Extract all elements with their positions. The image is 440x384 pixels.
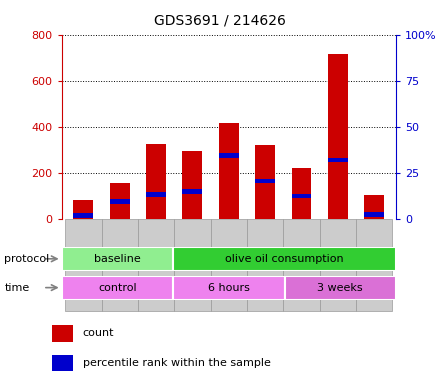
Bar	[328, 158, 348, 162]
Bar	[364, 212, 384, 217]
FancyBboxPatch shape	[62, 276, 173, 300]
Bar	[73, 200, 93, 219]
Bar	[174, 219, 211, 311]
Text: control: control	[98, 283, 137, 293]
Text: olive oil consumption: olive oil consumption	[225, 254, 344, 264]
FancyBboxPatch shape	[285, 276, 396, 300]
Text: percentile rank within the sample: percentile rank within the sample	[83, 358, 271, 368]
Bar	[211, 219, 247, 311]
Bar	[255, 145, 275, 219]
Bar	[356, 219, 392, 311]
Bar	[52, 325, 73, 342]
Bar	[292, 194, 312, 198]
FancyBboxPatch shape	[173, 247, 396, 271]
Bar	[364, 195, 384, 219]
Bar	[102, 219, 138, 311]
Text: 6 hours: 6 hours	[208, 283, 250, 293]
Bar	[328, 54, 348, 219]
Bar	[183, 189, 202, 194]
Text: count: count	[83, 328, 114, 338]
Bar	[73, 213, 93, 218]
Bar	[183, 151, 202, 219]
Bar	[219, 153, 239, 158]
Bar	[110, 199, 130, 204]
Bar	[247, 219, 283, 311]
Bar	[146, 192, 166, 197]
FancyBboxPatch shape	[62, 247, 173, 271]
Bar	[255, 179, 275, 183]
Bar	[219, 123, 239, 219]
Text: baseline: baseline	[94, 254, 141, 264]
Bar	[146, 144, 166, 219]
Text: protocol: protocol	[4, 254, 50, 264]
Text: time: time	[4, 283, 29, 293]
Bar	[138, 219, 174, 311]
Text: 3 weeks: 3 weeks	[317, 283, 363, 293]
Bar	[292, 168, 312, 219]
Bar	[110, 183, 130, 219]
FancyBboxPatch shape	[173, 276, 285, 300]
Bar	[52, 355, 73, 371]
Bar	[283, 219, 320, 311]
Text: GDS3691 / 214626: GDS3691 / 214626	[154, 13, 286, 27]
Bar	[65, 219, 102, 311]
Bar	[320, 219, 356, 311]
